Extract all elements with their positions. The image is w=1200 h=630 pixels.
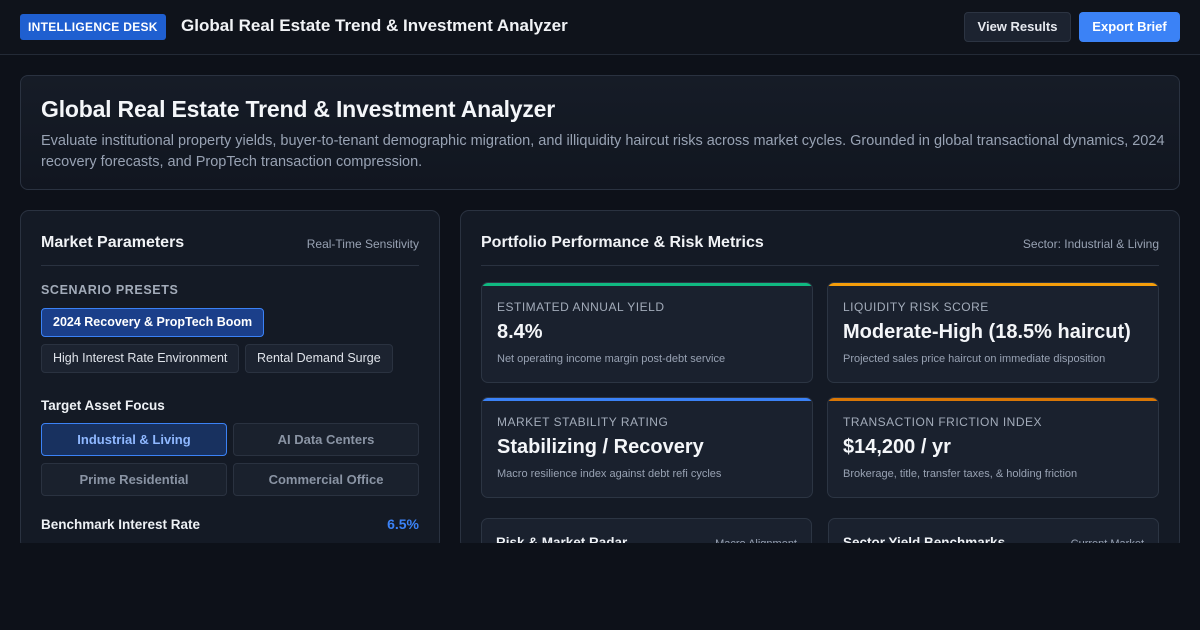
- metric-caption: TRANSACTION FRICTION INDEX: [843, 415, 1043, 429]
- benchmark-interest-rate-label: Benchmark Interest Rate: [41, 517, 201, 532]
- portfolio-metrics-panel: Portfolio Performance & Risk Metrics Sec…: [460, 210, 1180, 578]
- benchmark-interest-rate-value: 6.5%: [387, 516, 419, 532]
- metric-note: Macro resilience index against debt refi…: [497, 468, 722, 480]
- portfolio-metrics-title: Portfolio Performance & Risk Metrics: [481, 234, 764, 251]
- view-results-button[interactable]: View Results: [964, 12, 1071, 42]
- top-bar: INTELLIGENCE DESK Global Real Estate Tre…: [0, 0, 1200, 55]
- intelligence-desk-badge: INTELLIGENCE DESK: [20, 14, 166, 40]
- metric-caption: LIQUIDITY RISK SCORE: [843, 300, 989, 314]
- metric-value: 8.4%: [497, 321, 543, 343]
- metric-card-liquidity-risk: LIQUIDITY RISK SCORE Moderate-High (18.5…: [827, 282, 1159, 383]
- preset-rental-demand-surge[interactable]: Rental Demand Surge: [245, 344, 393, 373]
- metric-card-market-stability: MARKET STABILITY RATING Stabilizing / Re…: [481, 397, 813, 498]
- metric-value: Stabilizing / Recovery: [497, 436, 704, 458]
- metric-note: Projected sales price haircut on immedia…: [843, 353, 1106, 365]
- metric-accent-bar: [828, 283, 1158, 286]
- metric-accent-bar: [482, 283, 812, 286]
- page-description: Evaluate institutional property yields, …: [41, 133, 1165, 170]
- export-brief-button[interactable]: Export Brief: [1079, 12, 1180, 42]
- asset-industrial-living[interactable]: Industrial & Living: [41, 423, 227, 456]
- preset-high-interest-rate[interactable]: High Interest Rate Environment: [41, 344, 240, 373]
- preset-recovery-proptech[interactable]: 2024 Recovery & PropTech Boom: [41, 308, 265, 337]
- scenario-presets-label: SCENARIO PRESETS: [41, 283, 179, 297]
- market-parameters-header: Market Parameters Real-Time Sensitivity: [41, 233, 419, 266]
- metric-accent-bar: [482, 398, 812, 401]
- metric-accent-bar: [828, 398, 1158, 401]
- app-title: Global Real Estate Trend & Investment An…: [181, 16, 568, 35]
- page-background-bottom: [0, 543, 1200, 630]
- metric-caption: ESTIMATED ANNUAL YIELD: [497, 300, 665, 314]
- target-asset-focus-label: Target Asset Focus: [41, 398, 165, 413]
- metric-value: $14,200 / yr: [843, 436, 951, 458]
- metric-value: Moderate-High (18.5% haircut): [843, 321, 1131, 343]
- asset-commercial-office[interactable]: Commercial Office: [233, 463, 419, 496]
- asset-prime-residential[interactable]: Prime Residential: [41, 463, 227, 496]
- portfolio-metrics-header: Portfolio Performance & Risk Metrics Sec…: [481, 233, 1159, 266]
- metric-caption: MARKET STABILITY RATING: [497, 415, 669, 429]
- metric-card-annual-yield: ESTIMATED ANNUAL YIELD 8.4% Net operatin…: [481, 282, 813, 383]
- asset-ai-data-centers[interactable]: AI Data Centers: [233, 423, 419, 456]
- market-parameters-panel: Market Parameters Real-Time Sensitivity …: [20, 210, 440, 550]
- real-time-sensitivity-label: Real-Time Sensitivity: [306, 237, 419, 251]
- sector-label: Sector: Industrial & Living: [1022, 237, 1159, 251]
- hero-card: Global Real Estate Trend & Investment An…: [20, 75, 1180, 190]
- metric-note: Net operating income margin post-debt se…: [497, 353, 726, 365]
- metric-card-transaction-friction: TRANSACTION FRICTION INDEX $14,200 / yr …: [827, 397, 1159, 498]
- metric-note: Brokerage, title, transfer taxes, & hold…: [843, 468, 1078, 480]
- page-title: Global Real Estate Trend & Investment An…: [41, 96, 555, 122]
- market-parameters-title: Market Parameters: [41, 234, 185, 251]
